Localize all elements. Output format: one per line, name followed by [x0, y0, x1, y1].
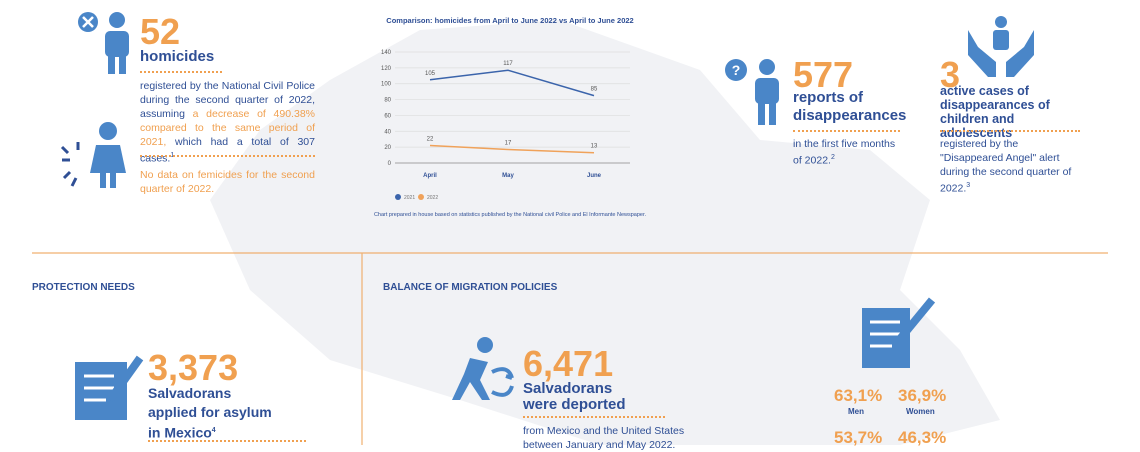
text: registered by the "Disappeared Angel" al…: [940, 138, 1072, 195]
stat-number: 52: [140, 11, 181, 52]
y-tick-label: 20: [384, 145, 391, 151]
percentage: 46,3%: [898, 428, 947, 447]
y-tick-label: 60: [384, 113, 391, 119]
footnote-ref: 3: [966, 182, 971, 189]
y-tick-label: 120: [381, 66, 392, 72]
data-label: 85: [591, 87, 598, 93]
y-tick-label: 100: [381, 82, 392, 88]
stat-label: reports of: [793, 89, 864, 106]
dotted-line: [140, 71, 222, 73]
data-label: 105: [425, 71, 436, 77]
dotted-line: [523, 416, 665, 418]
dotted-line: [793, 130, 900, 132]
data-label: 17: [505, 141, 512, 147]
stat-label: in Mexico4: [148, 422, 216, 442]
dotted-line: [148, 440, 306, 442]
chart-source: Chart prepared in house based on statist…: [374, 212, 647, 218]
stat-label: active cases of disappearances of childr…: [940, 84, 1050, 140]
stat-label: disappearances: [793, 107, 907, 124]
gender-label: Men: [848, 407, 864, 416]
footnote-ref: 2: [830, 154, 835, 161]
text: registered by the National Civil Police …: [140, 80, 315, 120]
stat-text: No data on femicides for the second quar…: [140, 169, 315, 195]
y-tick-label: 0: [388, 161, 392, 167]
highlight: a decrease of 490.38% compared to the sa…: [140, 108, 315, 148]
person-icon: [78, 12, 129, 74]
percentage: 53,7%: [834, 428, 883, 447]
dotted-line: [940, 130, 1080, 132]
series-line: [429, 69, 595, 97]
stat-number: 3: [940, 54, 961, 95]
text: in Mexico: [148, 424, 212, 441]
stat-label: homicides: [140, 48, 215, 65]
chart-title: Comparison: homicides from April to June…: [386, 16, 633, 25]
x-tick-label: May: [502, 173, 514, 179]
stat-number: 6,471: [523, 343, 614, 384]
legend-marker: [418, 194, 424, 200]
stat-label: were deported: [523, 396, 626, 413]
stat-number: 577: [793, 54, 854, 95]
runner-icon: [452, 337, 514, 400]
data-label: 117: [503, 61, 513, 67]
section-heading: PROTECTION NEEDS: [32, 282, 135, 293]
y-tick-label: 80: [384, 98, 391, 104]
question-person-icon: ?: [725, 59, 779, 125]
percentage: 36,9%: [898, 386, 947, 405]
stat-label: Salvadorans: [523, 380, 613, 397]
series-line: [429, 144, 595, 154]
document-icon: [75, 355, 144, 420]
stat-number: 3,373: [148, 347, 239, 388]
stat-label: applied for asylum: [148, 404, 272, 420]
gender-label: Women: [906, 407, 935, 416]
text: in the first five months of 2022.: [793, 138, 896, 167]
svg-text:?: ?: [732, 62, 741, 78]
legend-marker: [395, 194, 401, 200]
document-icon: [862, 297, 936, 368]
percentage: 63,1%: [834, 386, 883, 405]
data-label: 22: [427, 137, 434, 143]
stat-label: Salvadorans: [148, 385, 232, 401]
stat-text: registered by the National Civil Police …: [140, 79, 315, 166]
stat-text: registered by the "Disappeared Angel" al…: [940, 137, 1080, 196]
y-tick-label: 40: [384, 129, 391, 135]
x-tick-label: April: [423, 173, 437, 179]
chart: Comparison: homicides from April to June…: [374, 16, 647, 218]
map-shape: [210, 20, 1000, 445]
section-heading: BALANCE OF MIGRATION POLICIES: [383, 282, 558, 293]
stat-text: from Mexico and the United States betwee…: [523, 425, 685, 451]
dotted-line: [140, 155, 315, 157]
stat-text: in the first five months of 2022.2: [793, 137, 903, 168]
legend-label: 2022: [427, 195, 438, 201]
woman-icon: [60, 122, 126, 188]
footnote-ref: 4: [211, 427, 216, 434]
legend-label: 2021: [404, 195, 415, 201]
y-tick-label: 140: [381, 50, 392, 56]
data-label: 13: [591, 144, 598, 150]
x-tick-label: June: [587, 173, 602, 179]
hands-child-icon: [968, 16, 1034, 77]
